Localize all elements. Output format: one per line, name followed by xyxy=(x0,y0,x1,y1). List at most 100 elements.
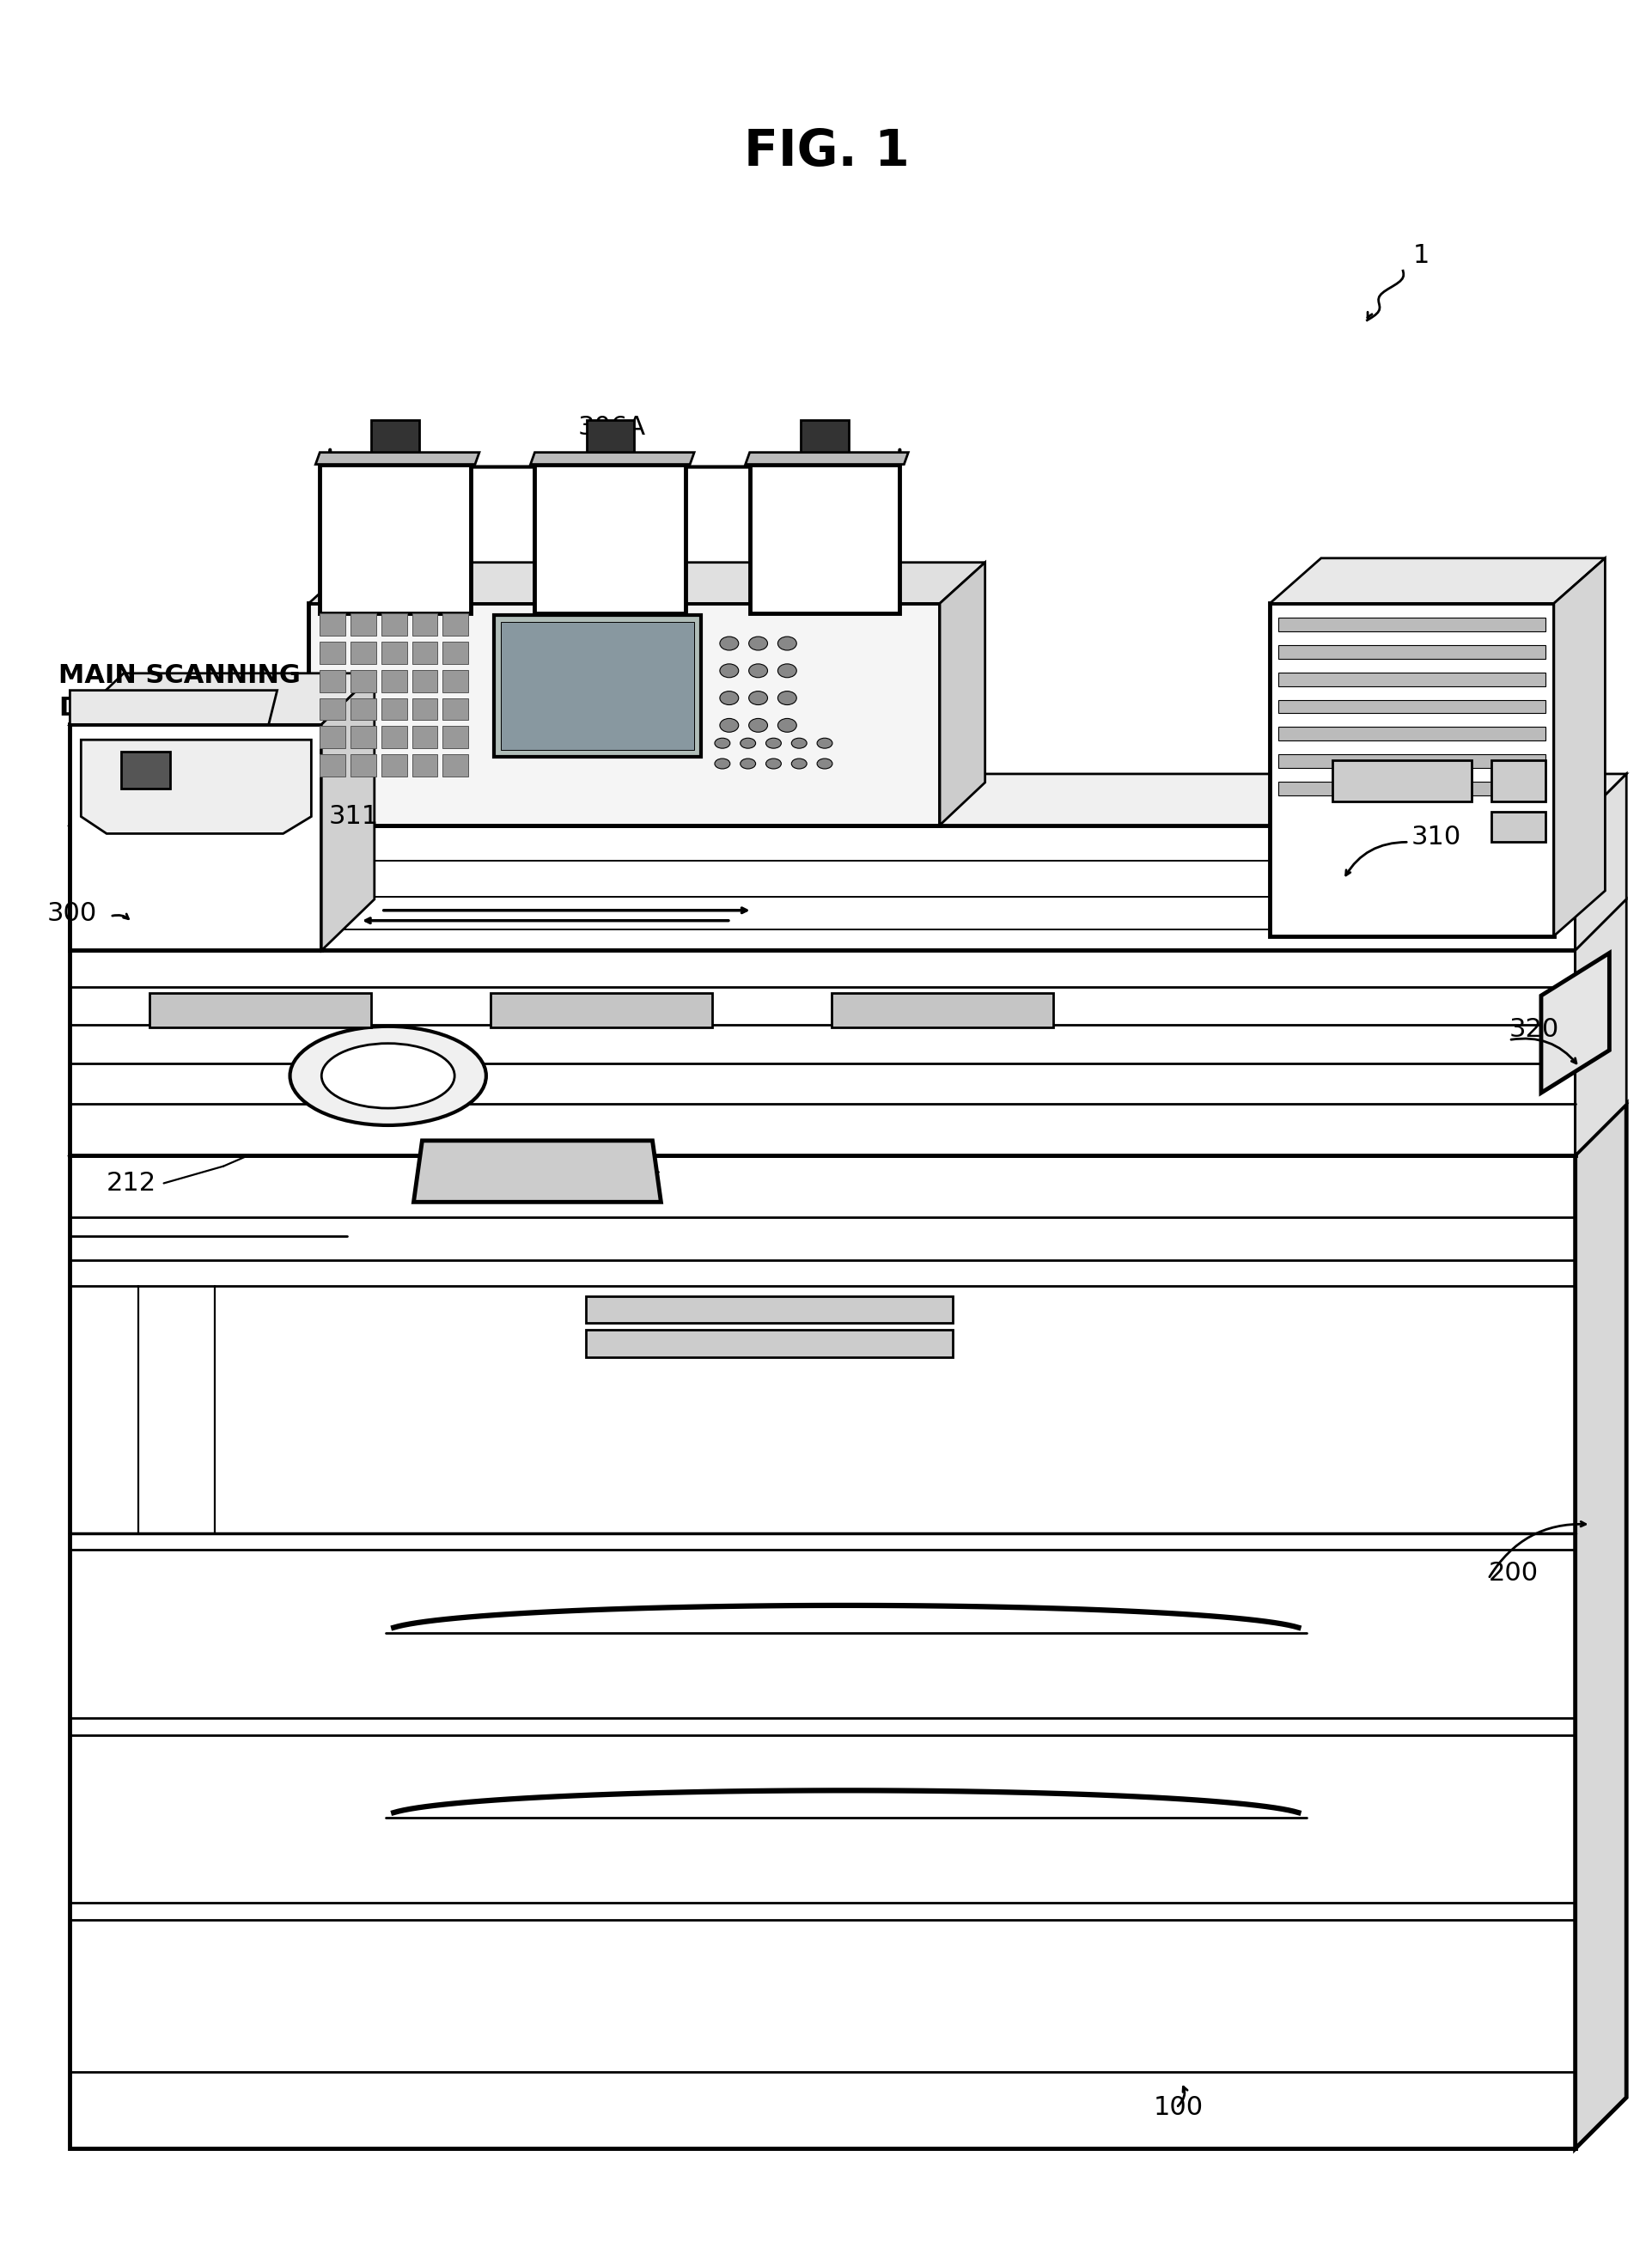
Polygon shape xyxy=(1332,760,1470,800)
Ellipse shape xyxy=(748,664,767,677)
Ellipse shape xyxy=(322,1043,454,1108)
Polygon shape xyxy=(350,641,377,664)
Polygon shape xyxy=(309,603,940,825)
Polygon shape xyxy=(535,464,686,614)
Polygon shape xyxy=(319,726,345,749)
Ellipse shape xyxy=(778,717,796,733)
Polygon shape xyxy=(1277,619,1545,632)
Polygon shape xyxy=(491,993,712,1027)
Polygon shape xyxy=(382,697,406,720)
Text: 310: 310 xyxy=(1411,825,1460,850)
Polygon shape xyxy=(443,670,468,693)
Polygon shape xyxy=(1277,700,1545,713)
Polygon shape xyxy=(309,563,985,603)
Ellipse shape xyxy=(765,758,781,769)
Polygon shape xyxy=(81,740,311,834)
Polygon shape xyxy=(69,673,375,724)
Text: 1: 1 xyxy=(1412,242,1429,267)
Polygon shape xyxy=(443,753,468,776)
Polygon shape xyxy=(411,697,438,720)
Polygon shape xyxy=(1574,899,1626,1155)
Polygon shape xyxy=(750,464,899,614)
Polygon shape xyxy=(831,993,1052,1027)
Polygon shape xyxy=(382,726,406,749)
Polygon shape xyxy=(1269,558,1604,603)
Text: 301: 301 xyxy=(170,805,220,830)
Ellipse shape xyxy=(816,738,833,749)
Polygon shape xyxy=(1490,760,1545,800)
Polygon shape xyxy=(1490,812,1545,843)
Ellipse shape xyxy=(289,1027,486,1125)
Polygon shape xyxy=(443,726,468,749)
Polygon shape xyxy=(319,697,345,720)
Polygon shape xyxy=(319,614,345,637)
Polygon shape xyxy=(411,614,438,637)
Polygon shape xyxy=(382,614,406,637)
Polygon shape xyxy=(1574,1103,1626,2148)
Polygon shape xyxy=(350,726,377,749)
Text: FIG. 1: FIG. 1 xyxy=(743,128,909,175)
Polygon shape xyxy=(501,621,694,751)
Polygon shape xyxy=(585,1296,952,1323)
Polygon shape xyxy=(1277,673,1545,686)
Polygon shape xyxy=(382,641,406,664)
Text: 320: 320 xyxy=(1508,1018,1558,1043)
Polygon shape xyxy=(411,670,438,693)
Polygon shape xyxy=(1277,753,1545,769)
Polygon shape xyxy=(411,641,438,664)
Ellipse shape xyxy=(765,738,781,749)
Polygon shape xyxy=(149,993,370,1027)
Polygon shape xyxy=(1277,726,1545,740)
Polygon shape xyxy=(350,697,377,720)
Polygon shape xyxy=(382,753,406,776)
Polygon shape xyxy=(413,1141,661,1202)
Polygon shape xyxy=(1277,782,1545,796)
Ellipse shape xyxy=(748,691,767,704)
Polygon shape xyxy=(69,951,1574,1155)
Polygon shape xyxy=(411,753,438,776)
Polygon shape xyxy=(443,614,468,637)
Polygon shape xyxy=(350,753,377,776)
Text: 311: 311 xyxy=(329,805,378,830)
Ellipse shape xyxy=(791,738,806,749)
Polygon shape xyxy=(319,464,471,614)
Polygon shape xyxy=(411,726,438,749)
Ellipse shape xyxy=(720,664,738,677)
Ellipse shape xyxy=(714,758,730,769)
Ellipse shape xyxy=(748,637,767,650)
Polygon shape xyxy=(530,453,694,464)
Polygon shape xyxy=(69,691,278,724)
Text: 306A: 306A xyxy=(577,415,646,439)
Polygon shape xyxy=(121,751,170,789)
Ellipse shape xyxy=(714,738,730,749)
Polygon shape xyxy=(1553,558,1604,935)
Polygon shape xyxy=(382,670,406,693)
Polygon shape xyxy=(319,641,345,664)
Polygon shape xyxy=(319,670,345,693)
Polygon shape xyxy=(494,614,700,758)
Polygon shape xyxy=(443,641,468,664)
Ellipse shape xyxy=(740,758,755,769)
Polygon shape xyxy=(443,697,468,720)
Polygon shape xyxy=(319,753,345,776)
Polygon shape xyxy=(350,670,377,693)
Polygon shape xyxy=(69,1103,1626,1155)
Polygon shape xyxy=(350,614,377,637)
Polygon shape xyxy=(322,673,375,951)
Polygon shape xyxy=(940,563,985,825)
Polygon shape xyxy=(745,453,909,464)
Text: MAIN SCANNING
DIRECTION: MAIN SCANNING DIRECTION xyxy=(59,664,301,722)
Polygon shape xyxy=(586,419,634,464)
Polygon shape xyxy=(1540,953,1609,1092)
Text: 100: 100 xyxy=(1153,2096,1203,2121)
Text: 200: 200 xyxy=(1487,1560,1538,1585)
Ellipse shape xyxy=(740,738,755,749)
Ellipse shape xyxy=(778,637,796,650)
Polygon shape xyxy=(585,1330,952,1356)
Polygon shape xyxy=(1269,603,1553,935)
Ellipse shape xyxy=(720,691,738,704)
Polygon shape xyxy=(372,419,420,464)
Polygon shape xyxy=(801,419,847,464)
Polygon shape xyxy=(69,773,1626,825)
Polygon shape xyxy=(69,825,1574,951)
